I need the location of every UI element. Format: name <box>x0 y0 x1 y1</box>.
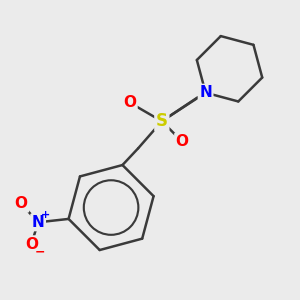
Text: O: O <box>25 237 38 252</box>
Text: O: O <box>15 196 28 211</box>
Text: S: S <box>156 112 168 130</box>
Text: O: O <box>176 134 189 149</box>
Text: −: − <box>34 245 45 258</box>
Text: +: + <box>41 210 50 220</box>
Text: O: O <box>123 95 136 110</box>
Text: N: N <box>199 85 212 100</box>
Text: N: N <box>32 215 44 230</box>
